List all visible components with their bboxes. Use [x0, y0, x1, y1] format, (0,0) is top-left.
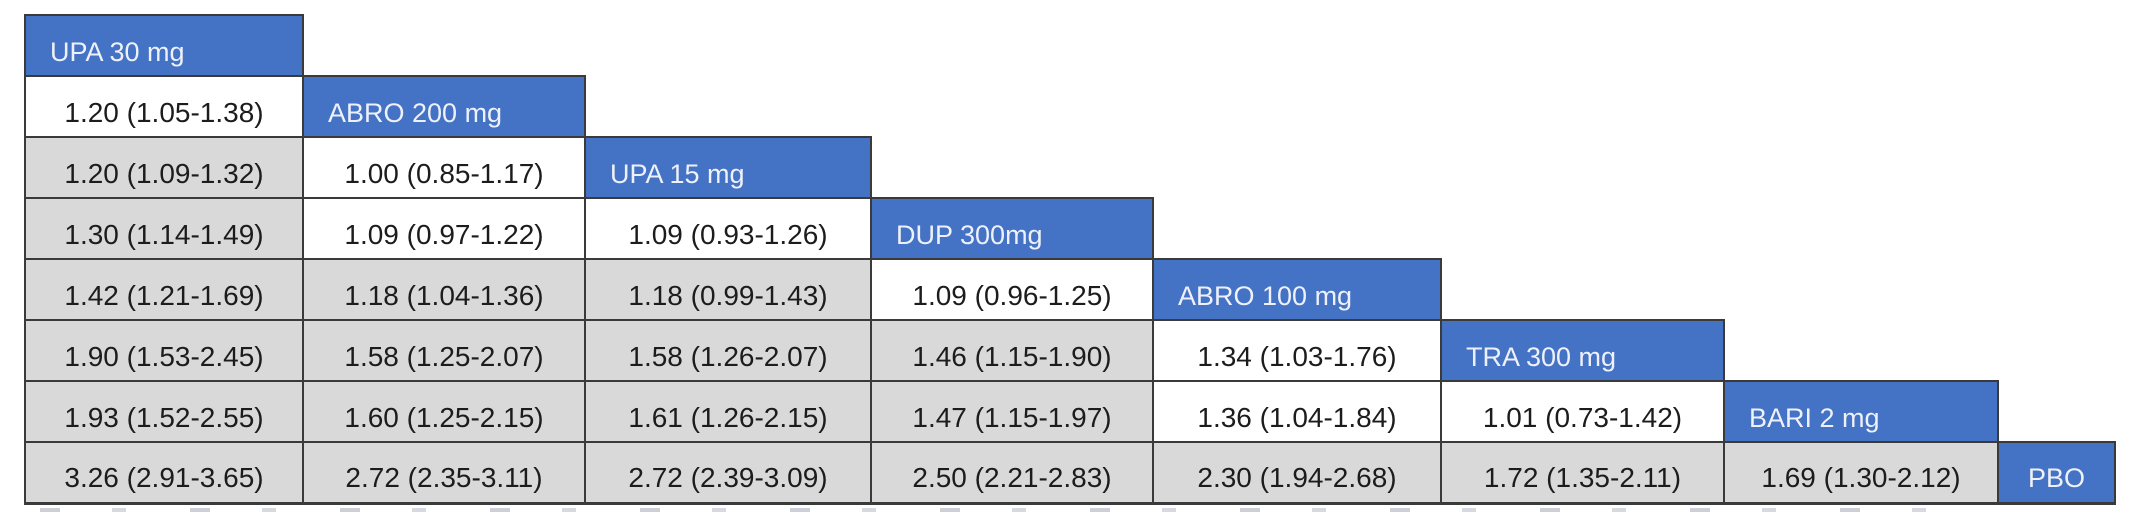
- league-table: UPA 30 mg 1.20 (1.05-1.38) ABRO 200 mg 1.20…: [24, 14, 2116, 505]
- empty-cell: [1153, 137, 1441, 198]
- empty-cell: [1998, 320, 2115, 381]
- table-row: 1.30 (1.14-1.49) 1.09 (0.97-1.22) 1.09 (0.…: [24, 197, 2115, 260]
- league-table-body: UPA 30 mg 1.20 (1.05-1.38) ABRO 200 mg 1.20…: [24, 14, 2116, 505]
- estimate-cell: 2.72 (2.35-3.11): [302, 441, 586, 505]
- empty-cell: [1724, 259, 1998, 320]
- estimate-cell: 1.58 (1.25-2.07): [302, 319, 586, 382]
- treatment-header-cell: UPA 15 mg: [584, 136, 872, 199]
- empty-cell: [871, 15, 1153, 76]
- empty-cell: [585, 76, 871, 137]
- estimate-cell: 1.46 (1.15-1.90): [870, 319, 1154, 382]
- estimate-cell: 1.42 (1.21-1.69): [24, 258, 304, 321]
- estimate-cell: 1.18 (1.04-1.36): [302, 258, 586, 321]
- empty-cell: [1441, 15, 1724, 76]
- treatment-header-cell: ABRO 100 mg: [1152, 258, 1442, 321]
- estimate-cell: 1.09 (0.93-1.26): [584, 197, 872, 260]
- estimate-cell: 1.36 (1.04-1.84): [1152, 380, 1442, 443]
- empty-cell: [1724, 76, 1998, 137]
- empty-cell: [1998, 198, 2115, 259]
- estimate-cell: 2.72 (2.39-3.09): [584, 441, 872, 505]
- estimate-cell: 1.34 (1.03-1.76): [1152, 319, 1442, 382]
- treatment-header-cell: PBO: [1997, 441, 2116, 505]
- empty-cell: [1441, 259, 1724, 320]
- empty-cell: [303, 15, 585, 76]
- estimate-cell: 1.90 (1.53-2.45): [24, 319, 304, 382]
- estimate-cell: 1.18 (0.99-1.43): [584, 258, 872, 321]
- empty-cell: [871, 137, 1153, 198]
- estimate-cell: 2.30 (1.94-2.68): [1152, 441, 1442, 505]
- estimate-cell: 3.26 (2.91-3.65): [24, 441, 304, 505]
- table-row: 1.42 (1.21-1.69) 1.18 (1.04-1.36) 1.18 (0.…: [24, 258, 2115, 321]
- empty-cell: [1441, 137, 1724, 198]
- cropped-caption-remnant: [40, 508, 1940, 512]
- empty-cell: [1441, 198, 1724, 259]
- table-row: 1.93 (1.52-2.55) 1.60 (1.25-2.15) 1.61 (1.…: [24, 380, 2115, 443]
- table-row: 1.90 (1.53-2.45) 1.58 (1.25-2.07) 1.58 (1.…: [24, 319, 2115, 382]
- estimate-cell: 1.93 (1.52-2.55): [24, 380, 304, 443]
- estimate-cell: 1.00 (0.85-1.17): [302, 136, 586, 199]
- estimate-cell: 1.09 (0.97-1.22): [302, 197, 586, 260]
- estimate-cell: 1.69 (1.30-2.12): [1723, 441, 1999, 505]
- estimate-cell: 1.61 (1.26-2.15): [584, 380, 872, 443]
- estimate-cell: 1.09 (0.96-1.25): [870, 258, 1154, 321]
- estimate-cell: 2.50 (2.21-2.83): [870, 441, 1154, 505]
- empty-cell: [1998, 259, 2115, 320]
- empty-cell: [1724, 198, 1998, 259]
- treatment-header-cell: UPA 30 mg: [24, 14, 304, 77]
- estimate-cell: 1.58 (1.26-2.07): [584, 319, 872, 382]
- empty-cell: [1998, 137, 2115, 198]
- empty-cell: [1724, 15, 1998, 76]
- table-row: UPA 30 mg: [24, 14, 2115, 77]
- treatment-header-cell: TRA 300 mg: [1440, 319, 1725, 382]
- estimate-cell: 1.60 (1.25-2.15): [302, 380, 586, 443]
- estimate-cell: 1.72 (1.35-2.11): [1440, 441, 1725, 505]
- estimate-cell: 1.30 (1.14-1.49): [24, 197, 304, 260]
- empty-cell: [1153, 76, 1441, 137]
- empty-cell: [1724, 320, 1998, 381]
- estimate-cell: 1.20 (1.05-1.38): [24, 75, 304, 138]
- table-row: 3.26 (2.91-3.65) 2.72 (2.35-3.11) 2.72 (2.…: [24, 441, 2116, 505]
- empty-cell: [1998, 76, 2115, 137]
- treatment-header-cell: DUP 300mg: [870, 197, 1154, 260]
- treatment-header-cell: ABRO 200 mg: [302, 75, 586, 138]
- empty-cell: [871, 76, 1153, 137]
- estimate-cell: 1.20 (1.09-1.32): [24, 136, 304, 199]
- empty-cell: [1153, 198, 1441, 259]
- empty-cell: [1998, 15, 2115, 76]
- table-row: 1.20 (1.09-1.32) 1.00 (0.85-1.17) UPA 15 m…: [24, 136, 2115, 199]
- empty-cell: [1153, 15, 1441, 76]
- empty-cell: [1441, 76, 1724, 137]
- estimate-cell: 1.47 (1.15-1.97): [870, 380, 1154, 443]
- estimate-cell: 1.01 (0.73-1.42): [1440, 380, 1725, 443]
- table-row: 1.20 (1.05-1.38) ABRO 200 mg: [24, 75, 2115, 138]
- treatment-header-cell: BARI 2 mg: [1723, 380, 1999, 443]
- empty-cell: [1998, 381, 2115, 442]
- empty-cell: [1724, 137, 1998, 198]
- empty-cell: [585, 15, 871, 76]
